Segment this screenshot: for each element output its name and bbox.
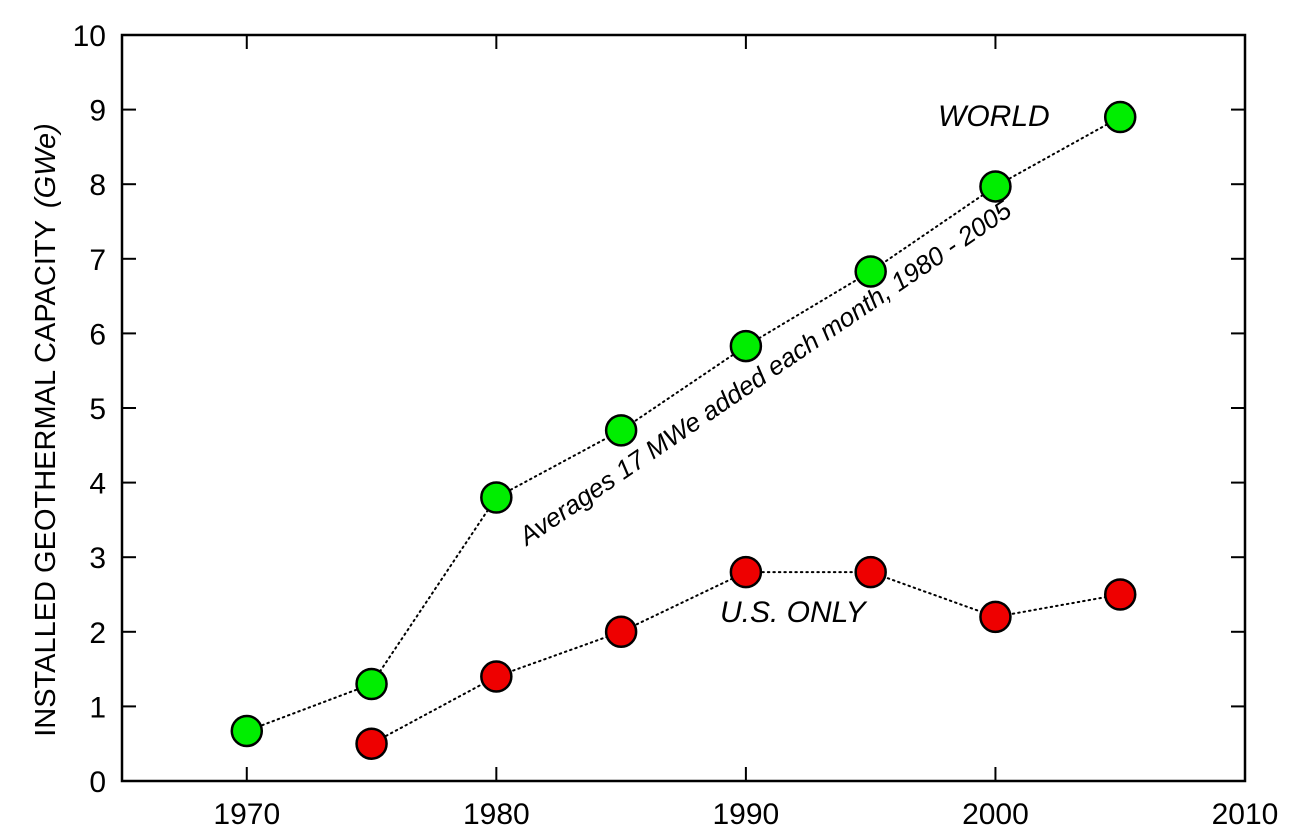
series-points [230,100,1137,760]
x-tick-label: 1980 [463,798,530,831]
x-axis-ticks: 1970 1980 1990 2000 2010 [213,35,1278,831]
y-tick-label: 10 [73,20,106,53]
us-series-label: U.S. ONLY [720,596,868,629]
y-tick-label: 8 [89,169,106,202]
series-1-point [979,600,1012,634]
y-axis-label: INSTALLED GEOTHERMAL CAPACITY (GWe) [30,123,62,737]
y-axis-ticks: 0 1 2 3 4 5 6 7 8 9 10 [73,20,1245,799]
series-0-point [230,714,264,748]
series-0-point [729,329,763,363]
x-tick-label: 1990 [713,798,780,831]
y-axis-label-text: INSTALLED GEOTHERMAL CAPACITY [30,220,62,737]
y-tick-label: 4 [89,468,106,501]
y-tick-label: 5 [89,393,106,426]
y-tick-label: 6 [89,318,106,351]
world-series-label: WORLD [938,100,1050,133]
x-tick-label: 2010 [1212,798,1279,831]
series-1-point [1103,578,1137,611]
series-0-point [480,481,513,514]
series-1-point [729,555,763,589]
x-tick-label: 2000 [962,798,1029,831]
series-1-point [604,615,638,649]
y-tick-label: 2 [89,617,106,650]
y-tick-label: 7 [89,244,106,277]
series-1-point [480,660,513,693]
series-1-point [854,555,887,589]
series-0-point [854,255,887,288]
y-tick-label: 1 [89,691,106,724]
series-0-point [979,170,1012,203]
y-axis-label-unit: (GWe) [30,123,62,208]
plot-frame [120,33,1247,783]
y-tick-label: 9 [89,95,106,128]
series-0-point [604,414,638,447]
y-tick-label: 0 [89,766,106,799]
series-1-point [355,727,388,760]
y-tick-label: 3 [89,542,106,575]
series-line-0 [245,116,1122,732]
series-0-point [355,667,388,701]
trend-annotation: Averages 17 MWe added each month, 1980 -… [512,194,1017,552]
x-tick-label: 1970 [213,798,280,831]
series-0-point [1103,100,1137,134]
